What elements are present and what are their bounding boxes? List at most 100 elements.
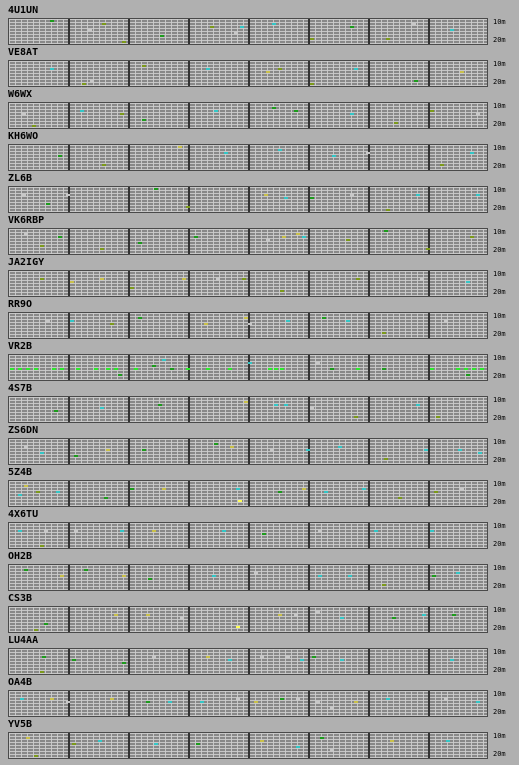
signal-cell (330, 749, 334, 751)
grid-divider (128, 649, 130, 674)
signal-cell (282, 236, 286, 238)
grid-divider (428, 145, 430, 170)
grid-divider (248, 61, 250, 86)
signal-cell (284, 404, 288, 406)
signal-cell (260, 740, 264, 742)
signal-cell (40, 452, 44, 454)
grid-divider (428, 649, 430, 674)
propagation-grid (8, 228, 488, 255)
grid-divider (368, 439, 370, 464)
signal-cell (224, 152, 228, 154)
signal-cell (24, 233, 28, 235)
signal-cell (46, 320, 50, 322)
signal-cell (106, 368, 110, 370)
grid-divider (368, 19, 370, 44)
station-callsign: CS3B (8, 593, 33, 604)
signal-cell (52, 368, 56, 370)
signal-cell (142, 119, 146, 121)
signal-cell (268, 368, 272, 370)
signal-cell (240, 26, 244, 28)
signal-cell (414, 80, 418, 82)
signal-cell (444, 320, 448, 322)
grid-divider (68, 61, 70, 86)
signal-cell (266, 71, 270, 73)
station-row: LU4AA 10m 20m (0, 635, 519, 677)
propagation-grid (8, 648, 488, 675)
grid-divider (428, 313, 430, 338)
grid-divider (248, 229, 250, 254)
signal-cell (464, 368, 468, 370)
signal-cell (348, 575, 352, 577)
signal-cell (390, 740, 394, 742)
grid-divider (68, 397, 70, 422)
signal-cell (280, 368, 284, 370)
grid-divider (368, 523, 370, 548)
grid-divider (248, 103, 250, 128)
signal-cell (338, 446, 342, 448)
signal-cell (322, 317, 326, 319)
signal-cell (34, 368, 38, 370)
signal-cell (82, 83, 86, 85)
station-row: VK6RBP 10m 20m (0, 215, 519, 257)
propagation-grid (8, 732, 488, 759)
signal-cell (262, 533, 266, 535)
signal-cell (74, 455, 78, 457)
station-callsign: KH6WO (8, 131, 39, 142)
grid-divider (428, 355, 430, 380)
signal-cell (280, 698, 284, 700)
signal-cell (230, 446, 234, 448)
signal-cell (350, 26, 354, 28)
signal-cell (302, 236, 306, 238)
band-label-20m: 20m (493, 624, 506, 632)
grid-divider (128, 19, 130, 44)
grid-divider (68, 313, 70, 338)
signal-cell (18, 530, 22, 532)
signal-cell (296, 746, 300, 748)
signal-cell (152, 530, 156, 532)
station-row: OA4B 10m 20m (0, 677, 519, 719)
grid-divider (248, 355, 250, 380)
grid-divider (428, 523, 430, 548)
station-row: 4U1UN 10m 20m (0, 5, 519, 47)
signal-cell (254, 701, 258, 703)
band-label-20m: 20m (493, 204, 506, 212)
grid-divider (308, 229, 310, 254)
band-label-20m: 20m (493, 36, 506, 44)
band-label-10m: 10m (493, 690, 506, 698)
band-label-20m: 20m (493, 162, 506, 170)
grid-divider (128, 61, 130, 86)
signal-cell (446, 740, 450, 742)
grid-divider (308, 481, 310, 506)
signal-cell (450, 29, 454, 31)
grid-divider (428, 565, 430, 590)
signal-cell (204, 323, 208, 325)
propagation-grid (8, 690, 488, 717)
propagation-grid (8, 438, 488, 465)
signal-cell (162, 488, 166, 490)
signal-cell (238, 500, 242, 502)
signal-cell (102, 23, 106, 25)
grid-divider (68, 271, 70, 296)
signal-cell (394, 122, 398, 124)
signal-cell (138, 242, 142, 244)
signal-cell (384, 458, 388, 460)
signal-cell (54, 410, 58, 412)
signal-cell (430, 110, 434, 112)
signal-cell (214, 443, 218, 445)
grid-divider (128, 103, 130, 128)
signal-cell (214, 110, 218, 112)
signal-cell (206, 656, 210, 658)
signal-cell (10, 368, 14, 370)
grid-divider (188, 481, 190, 506)
signal-cell (152, 365, 156, 367)
station-row: YV5B 10m 20m (0, 719, 519, 761)
signal-cell (270, 449, 274, 451)
grid-divider (68, 187, 70, 212)
signal-cell (46, 203, 50, 205)
signal-cell (20, 698, 24, 700)
grid-divider (188, 355, 190, 380)
signal-cell (106, 449, 110, 451)
signal-cell (146, 701, 150, 703)
grid-divider (368, 607, 370, 632)
signal-cell (366, 152, 370, 154)
